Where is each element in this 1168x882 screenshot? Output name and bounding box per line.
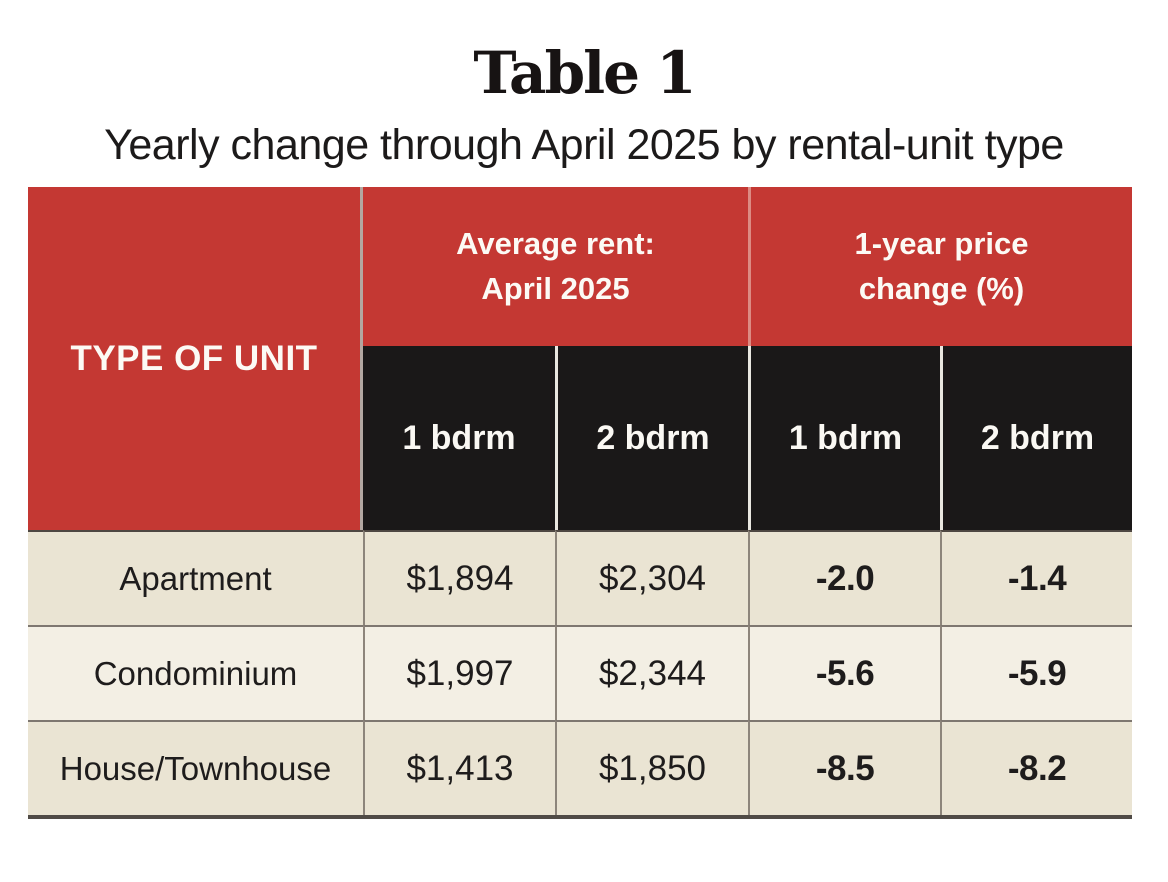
- row-condominium-change-2bdrm: -5.9: [940, 625, 1132, 720]
- corner-header-label: TYPE OF UNIT: [70, 338, 318, 378]
- subheader-change-2bdrm: 2 bdrm: [940, 346, 1132, 530]
- row-house-townhouse-change-2bdrm: -8.2: [940, 720, 1132, 815]
- row-condominium-rent-2bdrm: $2,344: [555, 625, 748, 720]
- corner-header-type-of-unit: TYPE OF UNIT: [28, 187, 363, 530]
- row-apartment-change-2bdrm: -1.4: [940, 530, 1132, 625]
- page-title: Table 1: [473, 39, 696, 107]
- group-header-average-rent-line1: Average rent:: [456, 225, 655, 261]
- row-house-townhouse-rent-2bdrm: $1,850: [555, 720, 748, 815]
- row-condominium-type: Condominium: [28, 625, 363, 720]
- row-house-townhouse-rent-1bdrm: $1,413: [363, 720, 555, 815]
- group-header-average-rent-line2: April 2025: [481, 270, 630, 306]
- group-header-price-change-line2: change (%): [858, 270, 1025, 306]
- row-apartment-type: Apartment: [28, 530, 363, 625]
- group-header-price-change-line1: 1-year price: [854, 225, 1029, 261]
- row-house-townhouse-type: House/Townhouse: [28, 720, 363, 815]
- row-apartment-rent-1bdrm: $1,894: [363, 530, 555, 625]
- rental-change-table: TYPE OF UNIT Average rent: April 2025 1-…: [28, 187, 1132, 819]
- subheader-change-1bdrm: 1 bdrm: [748, 346, 940, 530]
- row-house-townhouse-change-1bdrm: -8.5: [748, 720, 940, 815]
- page-subtitle: Yearly change through April 2025 by rent…: [104, 121, 1064, 169]
- subheader-rent-2bdrm: 2 bdrm: [555, 346, 748, 530]
- row-condominium-rent-1bdrm: $1,997: [363, 625, 555, 720]
- row-apartment-rent-2bdrm: $2,304: [555, 530, 748, 625]
- row-condominium-change-1bdrm: -5.6: [748, 625, 940, 720]
- subheader-rent-1bdrm: 1 bdrm: [363, 346, 555, 530]
- page: Table 1 Yearly change through April 2025…: [0, 44, 1168, 882]
- group-header-average-rent: Average rent: April 2025: [363, 187, 748, 346]
- row-apartment-change-1bdrm: -2.0: [748, 530, 940, 625]
- group-header-price-change: 1-year price change (%): [748, 187, 1132, 346]
